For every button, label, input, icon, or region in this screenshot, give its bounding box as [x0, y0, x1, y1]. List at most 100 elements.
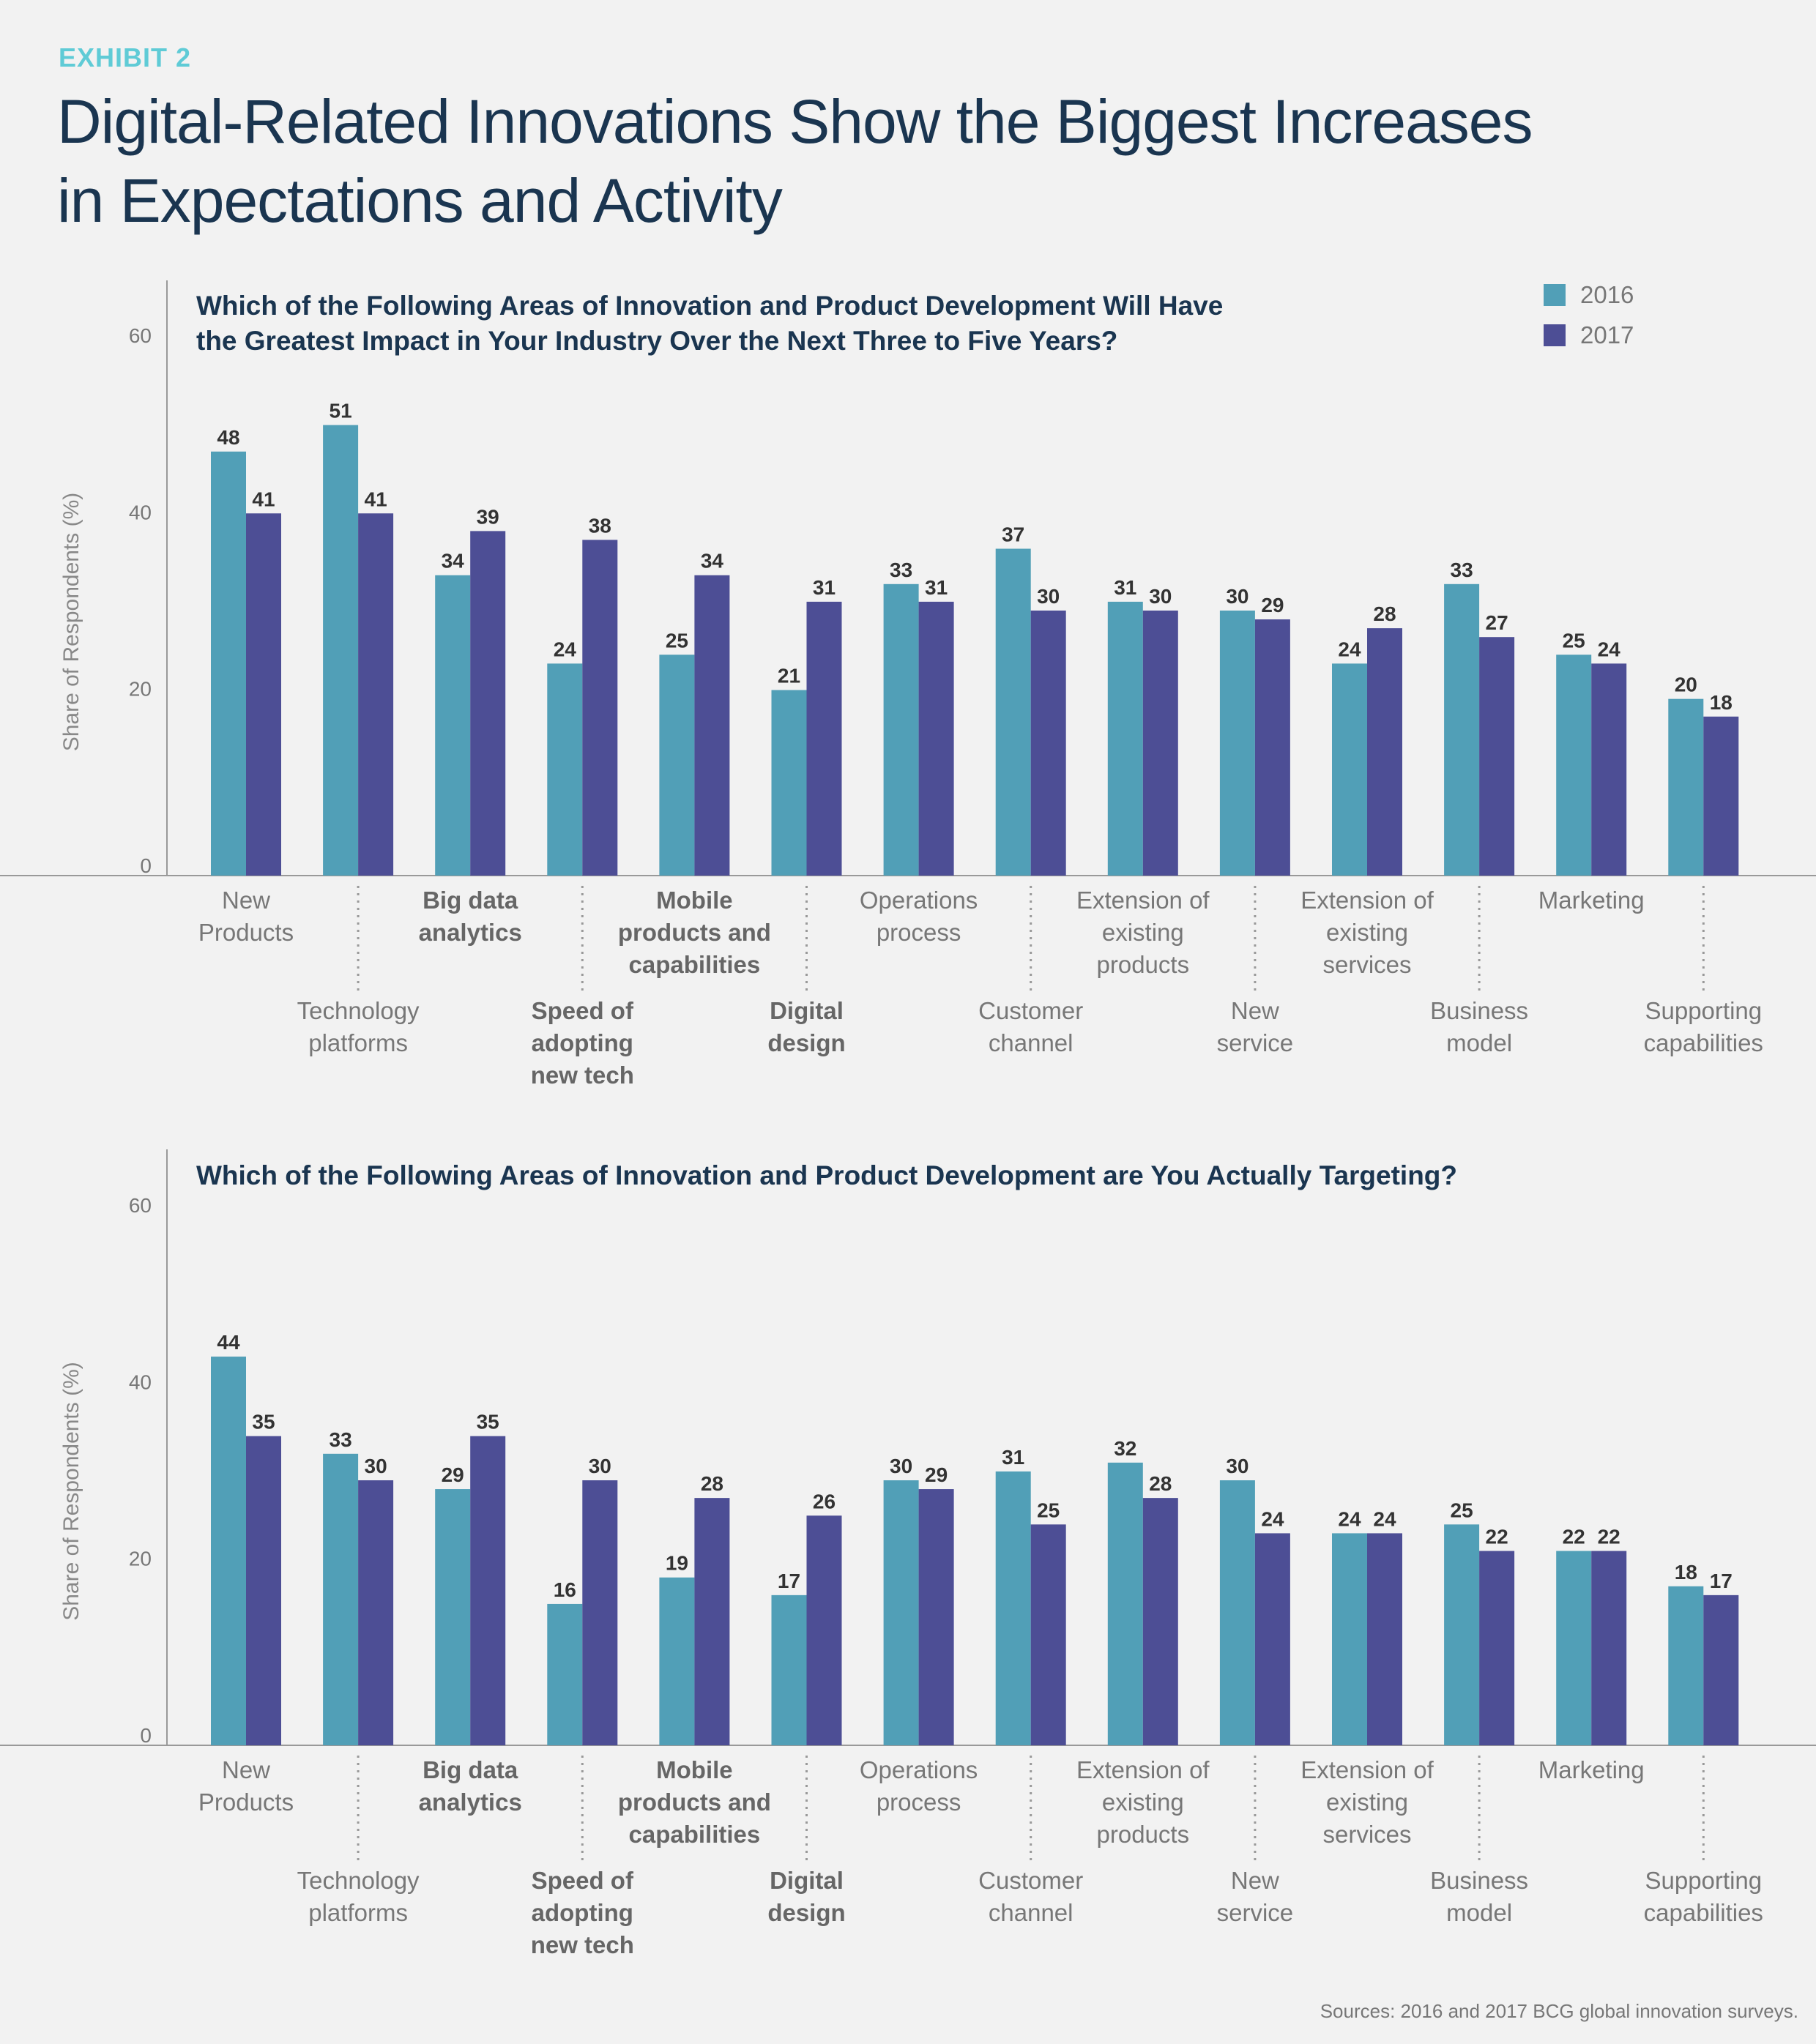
bar-2016-1 — [323, 425, 359, 876]
data-label: 20 — [1675, 674, 1697, 696]
bar-2016-7 — [995, 1471, 1031, 1745]
category-label: Marketing — [1538, 1756, 1645, 1783]
data-label: 22 — [1563, 1526, 1585, 1548]
bar-2017-6 — [918, 601, 954, 876]
title-line: in Expectations and Activity — [57, 166, 783, 235]
category-label: platforms — [308, 1029, 408, 1056]
data-label: 19 — [666, 1552, 688, 1575]
category-label: process — [877, 1788, 961, 1816]
data-label: 31 — [925, 576, 948, 599]
category-label: Extension of — [1076, 887, 1210, 914]
data-label: 26 — [813, 1490, 836, 1513]
category-label: service — [1217, 1899, 1294, 1926]
category-label: existing — [1326, 919, 1408, 946]
legend-label: 2016 — [1580, 281, 1634, 308]
category-label: capabilities — [629, 951, 761, 978]
data-label: 27 — [1486, 611, 1508, 634]
bar-2016-6 — [883, 583, 919, 876]
data-label: 21 — [778, 665, 800, 687]
data-label: 24 — [1598, 638, 1621, 660]
data-label: 33 — [1451, 559, 1473, 581]
category-label: adopting — [532, 1899, 633, 1926]
category-label: Marketing — [1538, 887, 1645, 914]
category-label: Technology — [297, 997, 420, 1024]
bar-2017-7 — [1030, 611, 1066, 876]
data-label: 18 — [1675, 1561, 1697, 1584]
category-label: products — [1097, 951, 1190, 978]
y-tick-label: 0 — [140, 854, 152, 877]
category-label: Big data — [423, 887, 518, 914]
data-label: 33 — [890, 559, 912, 581]
data-label: 24 — [554, 638, 577, 660]
bar-2017-10 — [1367, 1533, 1402, 1745]
bar-2017-12 — [1591, 663, 1627, 876]
bar-2017-1 — [358, 513, 394, 876]
data-label: 25 — [1037, 1499, 1060, 1521]
bar-2017-5 — [806, 601, 842, 876]
y-tick-label: 0 — [140, 1724, 152, 1747]
bar-2017-13 — [1703, 1594, 1739, 1745]
bar-2016-5 — [771, 690, 807, 876]
data-label: 51 — [330, 400, 352, 422]
category-label: Products — [198, 1788, 294, 1816]
bar-2017-7 — [1030, 1524, 1066, 1745]
data-label: 34 — [442, 550, 465, 572]
category-label: Digital — [770, 997, 844, 1024]
data-label: 29 — [1261, 594, 1284, 616]
bar-2016-11 — [1444, 583, 1480, 876]
category-label: Big data — [423, 1756, 518, 1783]
category-label: Speed of — [532, 1867, 634, 1894]
bar-2016-7 — [995, 548, 1031, 876]
bar-2017-12 — [1591, 1551, 1627, 1745]
category-label: products and — [618, 1788, 771, 1816]
bar-2016-9 — [1219, 1480, 1255, 1745]
data-label: 30 — [365, 1455, 387, 1477]
category-label: Business — [1430, 997, 1528, 1024]
bar-2017-1 — [358, 1480, 394, 1745]
bar-2016-8 — [1107, 601, 1143, 876]
legend-swatch-2016 — [1544, 284, 1566, 306]
data-label: 41 — [252, 488, 275, 510]
data-label: 30 — [1226, 585, 1248, 608]
bar-2016-6 — [883, 1480, 919, 1745]
category-label: New — [222, 887, 270, 914]
data-label: 28 — [701, 1472, 723, 1495]
category-label: channel — [989, 1899, 1073, 1926]
bar-2017-0 — [246, 513, 281, 876]
category-label: products and — [618, 919, 771, 946]
bar-2017-10 — [1367, 628, 1402, 876]
bar-2017-11 — [1479, 1551, 1515, 1745]
data-label: 22 — [1486, 1526, 1508, 1548]
category-label: New — [1231, 997, 1279, 1024]
category-label: new tech — [531, 1931, 634, 1958]
data-label: 32 — [1114, 1437, 1136, 1460]
category-label: process — [877, 919, 961, 946]
category-label: Operations — [860, 1756, 978, 1783]
category-label: existing — [1326, 1788, 1408, 1816]
category-label: model — [1446, 1029, 1512, 1056]
data-label: 30 — [1037, 585, 1060, 608]
category-label: capabilities — [1644, 1899, 1763, 1926]
category-label: existing — [1102, 1788, 1184, 1816]
bar-2016-13 — [1668, 698, 1704, 876]
bar-2016-5 — [771, 1594, 807, 1745]
source-note: Sources: 2016 and 2017 BCG global innova… — [1320, 2000, 1798, 2022]
chart-title: Which of the Following Areas of Innovati… — [196, 291, 1223, 321]
bar-2017-3 — [582, 1480, 618, 1745]
bar-2017-0 — [246, 1436, 281, 1745]
bar-2017-8 — [1142, 1498, 1178, 1745]
y-tick-label: 60 — [129, 1194, 152, 1217]
bar-2017-9 — [1254, 619, 1290, 876]
bar-2016-4 — [659, 654, 695, 876]
data-label: 35 — [252, 1411, 275, 1433]
bar-2016-9 — [1219, 611, 1255, 876]
bar-2016-11 — [1444, 1524, 1480, 1745]
data-label: 17 — [1710, 1570, 1733, 1592]
bar-2017-4 — [694, 1498, 730, 1745]
data-label: 16 — [554, 1578, 576, 1601]
category-label: analytics — [419, 919, 522, 946]
category-label: Supporting — [1645, 997, 1762, 1024]
category-label: products — [1097, 1821, 1190, 1848]
data-label: 17 — [778, 1570, 800, 1592]
bar-2016-0 — [211, 451, 246, 876]
